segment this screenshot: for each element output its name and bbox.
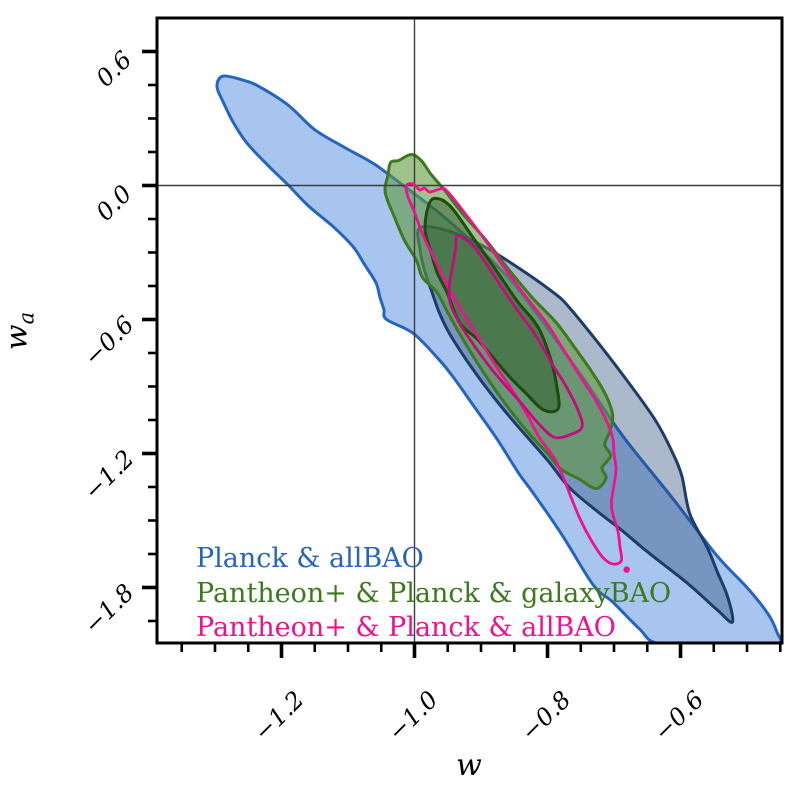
pantheon-planck-galaxybao-outer-contour [383, 153, 615, 490]
legend-item-pantheon-planck-allbao: Pantheon+ & Planck & allBAO [196, 612, 616, 643]
pantheon-planck-allbao-outer-contour [404, 182, 624, 566]
legend-item-planck-allbao: Planck & allBAO [196, 543, 424, 574]
legend: Planck & allBAO Pantheon+ & Planck & gal… [196, 542, 671, 646]
legend-item-pantheon-planck-galaxybao: Pantheon+ & Planck & galaxyBAO [196, 577, 672, 609]
x-axis-label: w [456, 751, 482, 781]
pantheon-planck-allbao-inner-contour [447, 234, 584, 440]
x-axis-label-text: w [456, 748, 482, 783]
plot-area [157, 18, 782, 643]
plot-spines [155, 16, 784, 645]
y-axis-label-subscript: a [14, 311, 39, 325]
y-axis-label-text: w [0, 324, 35, 351]
pantheon-planck-allbao-isolated-point [623, 566, 630, 573]
y-axis-label: wa [0, 311, 39, 351]
